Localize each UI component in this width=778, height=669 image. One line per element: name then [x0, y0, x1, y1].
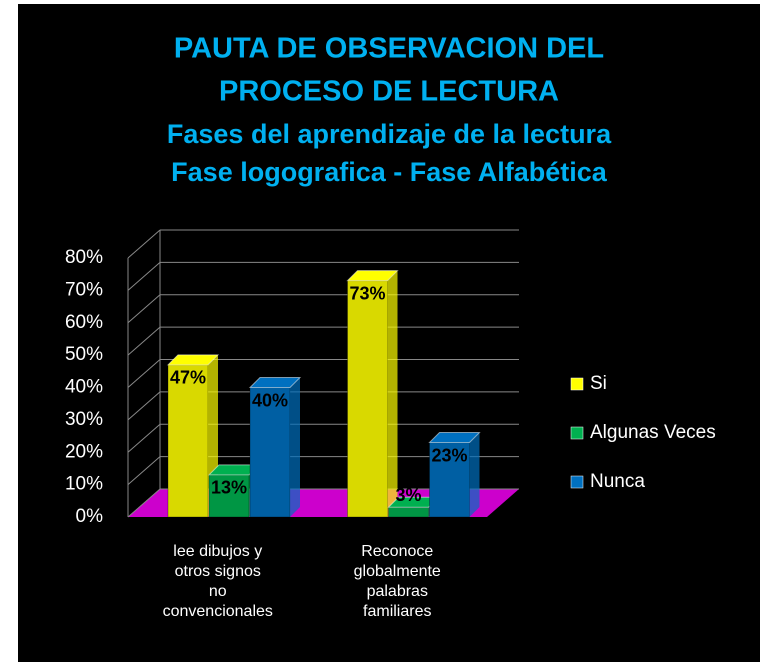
- bar-top: [166, 354, 220, 366]
- y-tick-label: 60%: [65, 312, 103, 333]
- bar-side: [387, 270, 398, 517]
- chart-subtitle: Fases del aprendizaje de la lectura: [167, 119, 612, 149]
- bar: [167, 364, 209, 518]
- legend-label: Algunas Veces: [590, 422, 716, 443]
- bar-top: [248, 377, 302, 388]
- legend-swatch: [570, 426, 584, 440]
- y-tick-label: 40%: [65, 377, 103, 398]
- chart-title: PAUTA DE OBSERVACION DEL: [174, 33, 604, 65]
- data-label: 3%: [395, 485, 421, 505]
- y-tick-label: 30%: [65, 409, 103, 430]
- bar-top: [346, 270, 399, 282]
- bar: [388, 506, 429, 518]
- legend-label: Nunca: [590, 471, 645, 492]
- data-label: 73%: [349, 283, 385, 303]
- data-label: 13%: [211, 478, 247, 498]
- y-tick-label: 70%: [65, 279, 103, 300]
- grid-line: [127, 456, 161, 486]
- y-tick-label: 10%: [65, 474, 103, 495]
- x-tick-label: Reconoce globalmente palabras familiares: [353, 543, 441, 620]
- data-label: 23%: [431, 445, 467, 465]
- data-label: 47%: [170, 368, 206, 388]
- y-tick-label: 20%: [65, 441, 103, 462]
- y-tick-label: 80%: [65, 247, 103, 268]
- chart-title: PROCESO DE LECTURA: [219, 76, 559, 108]
- y-tick-label: 50%: [65, 344, 103, 365]
- y-tick-label: 0%: [76, 506, 104, 527]
- grid-line: [127, 326, 161, 356]
- grid-line: [127, 391, 161, 421]
- bar-side: [290, 377, 300, 517]
- x-tick-label: lee dibujos y otros signos no convencion…: [162, 543, 273, 620]
- legend-swatch: [570, 377, 584, 391]
- data-label: 40%: [252, 390, 288, 410]
- grid-line: [127, 359, 161, 388]
- chart-subtitle: Fase logografica - Fase Alfabética: [171, 157, 608, 187]
- legend-swatch: [570, 475, 584, 489]
- grid-line: [127, 261, 161, 291]
- bar-top: [428, 432, 481, 444]
- grid-line: [127, 229, 161, 259]
- grid-line: [127, 488, 161, 518]
- grid-line: [127, 423, 161, 453]
- legend-label: Si: [590, 373, 607, 394]
- grid-line: [127, 294, 161, 324]
- bar: [347, 280, 388, 518]
- bar-side: [469, 432, 480, 517]
